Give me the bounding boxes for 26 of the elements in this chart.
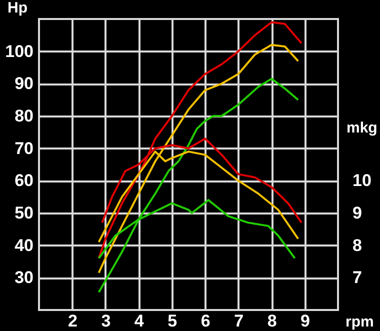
x-tick-label: 8 xyxy=(267,312,277,330)
x-axis-title: rpm xyxy=(346,314,374,330)
x-tick-label: 7 xyxy=(234,312,244,330)
y-tick-label: 90 xyxy=(14,74,34,94)
y-tick-label: 100 xyxy=(5,42,34,61)
x-tick-label: 3 xyxy=(101,312,111,330)
x-tick-label: 5 xyxy=(168,312,178,330)
y2-tick-label: 9 xyxy=(352,204,362,222)
y-tick-label: 80 xyxy=(14,106,34,126)
line-series xyxy=(98,44,300,274)
x-tick-label: 4 xyxy=(134,312,144,330)
y2-axis-title: mkg xyxy=(346,120,378,136)
y-tick-label: 50 xyxy=(14,204,34,222)
y2-tick-label: 10 xyxy=(352,171,372,190)
x-tick-label: 6 xyxy=(200,312,210,330)
y-tick-label: 60 xyxy=(14,171,34,190)
y-tick-label: 40 xyxy=(14,236,34,255)
y-tick-label: 70 xyxy=(14,138,34,158)
y-tick-label: 30 xyxy=(14,268,34,288)
y2-tick-label: 7 xyxy=(352,268,362,288)
x-tick-label: 9 xyxy=(300,312,310,330)
y2-tick-label: 8 xyxy=(352,236,362,255)
line-series xyxy=(98,21,302,260)
y-axis-title: Hp xyxy=(8,0,28,16)
line-series xyxy=(98,78,300,294)
x-tick-label: 2 xyxy=(68,312,78,330)
